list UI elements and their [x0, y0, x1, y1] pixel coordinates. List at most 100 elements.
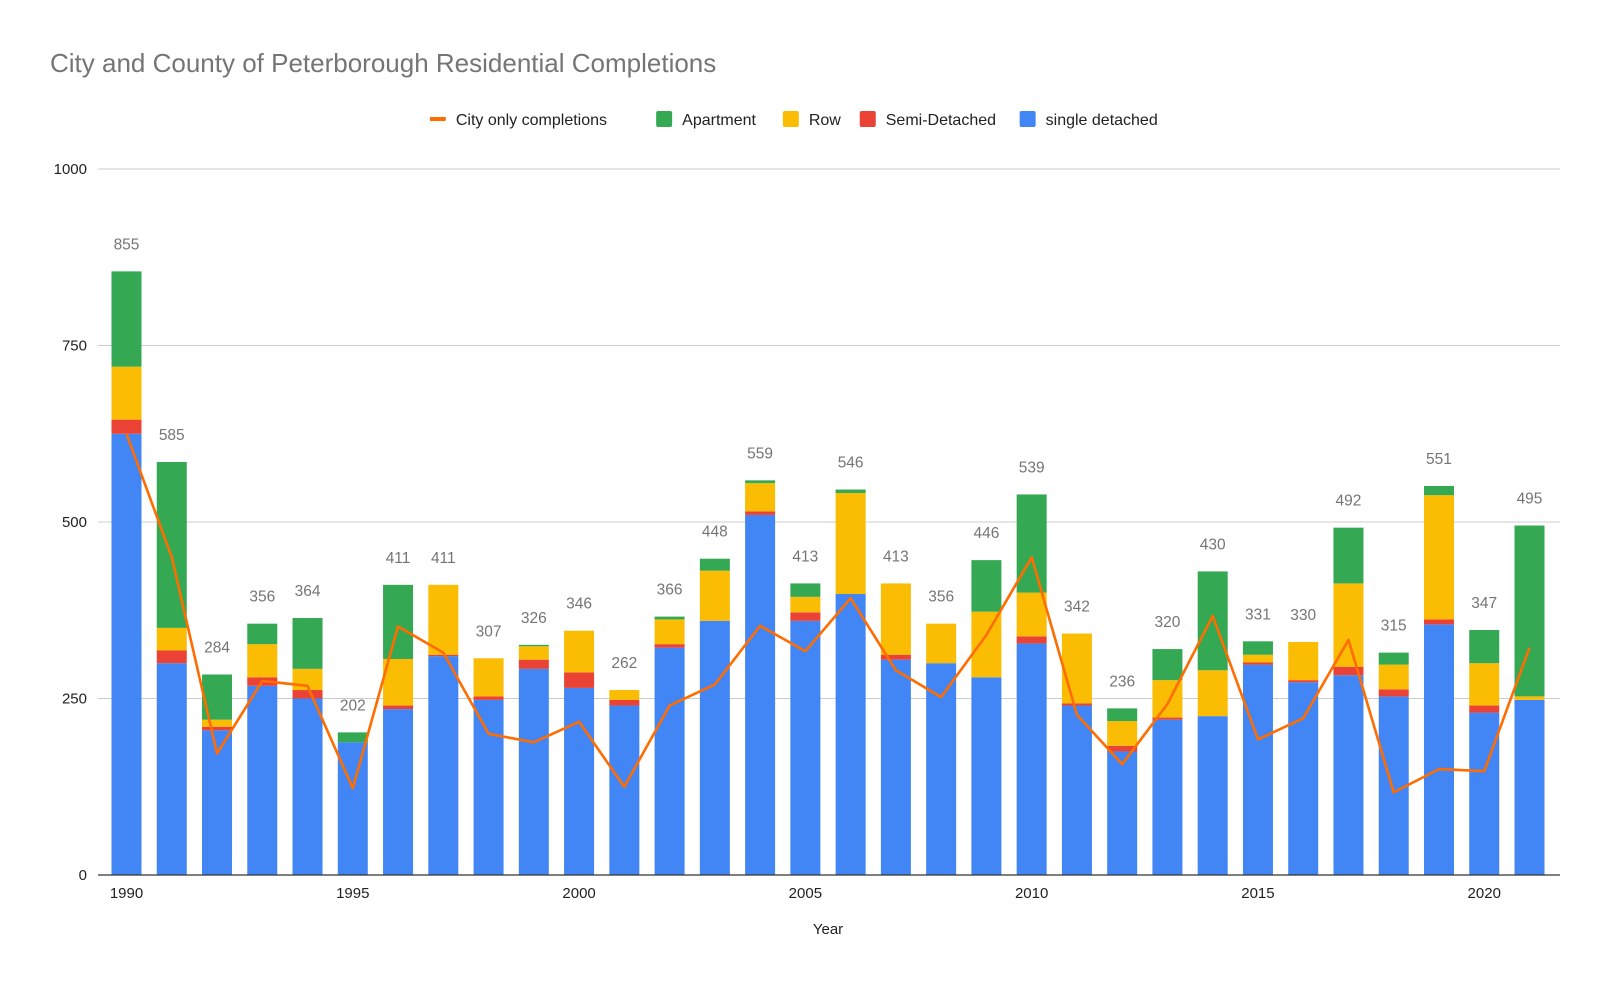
- total-label-1996: 411: [386, 550, 411, 567]
- bar-semi-detached-1991: [156, 650, 187, 664]
- total-labels: 855 585 284 356 364 202 411 411 307 326 346 262 366 4…: [114, 236, 1543, 714]
- bar-semi-detached-1990: [111, 419, 142, 434]
- bar-single-detached-2018: [1378, 696, 1409, 875]
- total-label-1995: 202: [340, 697, 366, 714]
- bar-apartment-2004: [745, 480, 776, 484]
- total-label-2008: 356: [928, 589, 954, 606]
- bar-semi-detached-1992: [202, 726, 233, 731]
- bar-semi-detached-2001: [609, 699, 640, 706]
- total-label-2010: 539: [1019, 459, 1045, 476]
- bar-single-detached-2016: [1288, 682, 1319, 875]
- bar-apartment-1999: [518, 644, 549, 647]
- bar-semi-detached-1997: [428, 654, 459, 657]
- total-label-2001: 262: [611, 655, 637, 672]
- total-label-2003: 448: [702, 524, 728, 541]
- bar-single-detached-2010: [1016, 643, 1047, 875]
- bar-row-1993: [247, 644, 278, 678]
- bar-row-1991: [156, 627, 187, 651]
- total-label-1994: 364: [295, 583, 321, 600]
- bar-semi-detached-2019: [1423, 619, 1454, 625]
- total-label-2020: 347: [1471, 595, 1497, 612]
- bar-apartment-2009: [971, 560, 1002, 612]
- y-tick-label: 750: [62, 338, 87, 355]
- bar-row-2005: [790, 596, 821, 613]
- bar-apartment-2005: [790, 583, 821, 597]
- bar-semi-detached-2011: [1061, 703, 1092, 706]
- bar-apartment-1990: [111, 271, 142, 367]
- bar-semi-detached-2013: [1152, 717, 1183, 720]
- total-label-2002: 366: [657, 582, 683, 599]
- total-label-2018: 315: [1381, 618, 1407, 635]
- bar-single-detached-2014: [1197, 716, 1228, 875]
- bar-apartment-2003: [699, 558, 730, 571]
- legend-label: Row: [809, 112, 841, 129]
- bar-row-1992: [202, 719, 233, 727]
- bar-apartment-2018: [1378, 652, 1409, 665]
- bar-semi-detached-1994: [292, 690, 323, 699]
- bar-semi-detached-2007: [880, 654, 911, 660]
- bar-single-detached-1991: [156, 663, 187, 875]
- bar-row-2002: [654, 619, 685, 645]
- bar-single-detached-2007: [880, 659, 911, 875]
- bar-single-detached-1998: [473, 699, 504, 875]
- bar-semi-detached-2020: [1469, 705, 1500, 713]
- bar-row-2004: [745, 483, 776, 512]
- bar-single-detached-2020: [1469, 712, 1500, 875]
- bar-single-detached-1999: [518, 668, 549, 875]
- axes: 0 250 500 750 1000 1990 1995 2000 2005 2010 2015 20…: [54, 161, 1560, 902]
- bar-single-detached-2001: [609, 705, 640, 875]
- total-label-2021: 495: [1517, 491, 1543, 508]
- legend-swatch: [859, 111, 876, 127]
- total-label-1999: 326: [521, 610, 547, 627]
- total-label-2000: 346: [566, 596, 592, 613]
- legend-swatch: [782, 111, 799, 127]
- legend-item-city-only-completions: City only completions: [429, 112, 607, 129]
- bar-semi-detached-2000: [564, 672, 595, 688]
- bar-single-detached-2013: [1152, 719, 1183, 875]
- legend-label: Semi-Detached: [886, 112, 996, 129]
- bar-single-detached-1993: [247, 685, 278, 875]
- x-tick-label: 2005: [789, 885, 822, 902]
- bar-row-2007: [880, 583, 911, 655]
- bar-apartment-1995: [337, 732, 368, 743]
- bar-row-2017: [1333, 583, 1364, 667]
- bar-row-2019: [1423, 495, 1454, 620]
- y-tick-label: 0: [79, 867, 87, 884]
- bar-apartment-2017: [1333, 527, 1364, 584]
- legend-swatch: [429, 117, 446, 121]
- bar-single-detached-2006: [835, 594, 866, 875]
- bar-row-2003: [699, 570, 730, 621]
- bar-row-2009: [971, 611, 1002, 678]
- bar-semi-detached-2017: [1333, 666, 1364, 676]
- bar-single-detached-1994: [292, 698, 323, 875]
- bar-row-2016: [1288, 642, 1319, 681]
- bar-single-detached-2008: [926, 663, 957, 875]
- legend-label: City only completions: [456, 112, 607, 129]
- bar-semi-detached-1999: [518, 659, 549, 669]
- bar-row-1998: [473, 658, 504, 697]
- bar-apartment-2006: [835, 489, 866, 494]
- bar-single-detached-2009: [971, 677, 1002, 875]
- y-tick-label: 500: [62, 514, 87, 531]
- bar-row-2001: [609, 690, 640, 700]
- y-tick-label: 1000: [54, 161, 87, 178]
- bar-row-1999: [518, 646, 549, 660]
- bar-semi-detached-2012: [1107, 745, 1138, 752]
- total-label-2015: 331: [1245, 606, 1271, 623]
- bar-single-detached-2002: [654, 647, 685, 875]
- legend-item-semi-detached: Semi-Detached: [859, 111, 996, 129]
- bar-apartment-2014: [1197, 571, 1228, 671]
- bar-single-detached-2004: [745, 514, 776, 875]
- legend-item-single-detached: single detached: [1019, 111, 1158, 129]
- bar-apartment-2015: [1242, 641, 1273, 655]
- bar-apartment-2012: [1107, 708, 1138, 722]
- bar-semi-detached-2002: [654, 644, 685, 648]
- bar-apartment-2002: [654, 616, 685, 620]
- total-label-1998: 307: [476, 623, 502, 640]
- x-axis-title: Year: [813, 921, 843, 938]
- bar-row-2010: [1016, 592, 1047, 637]
- bar-semi-detached-2004: [745, 511, 776, 515]
- total-label-1992: 284: [204, 639, 230, 656]
